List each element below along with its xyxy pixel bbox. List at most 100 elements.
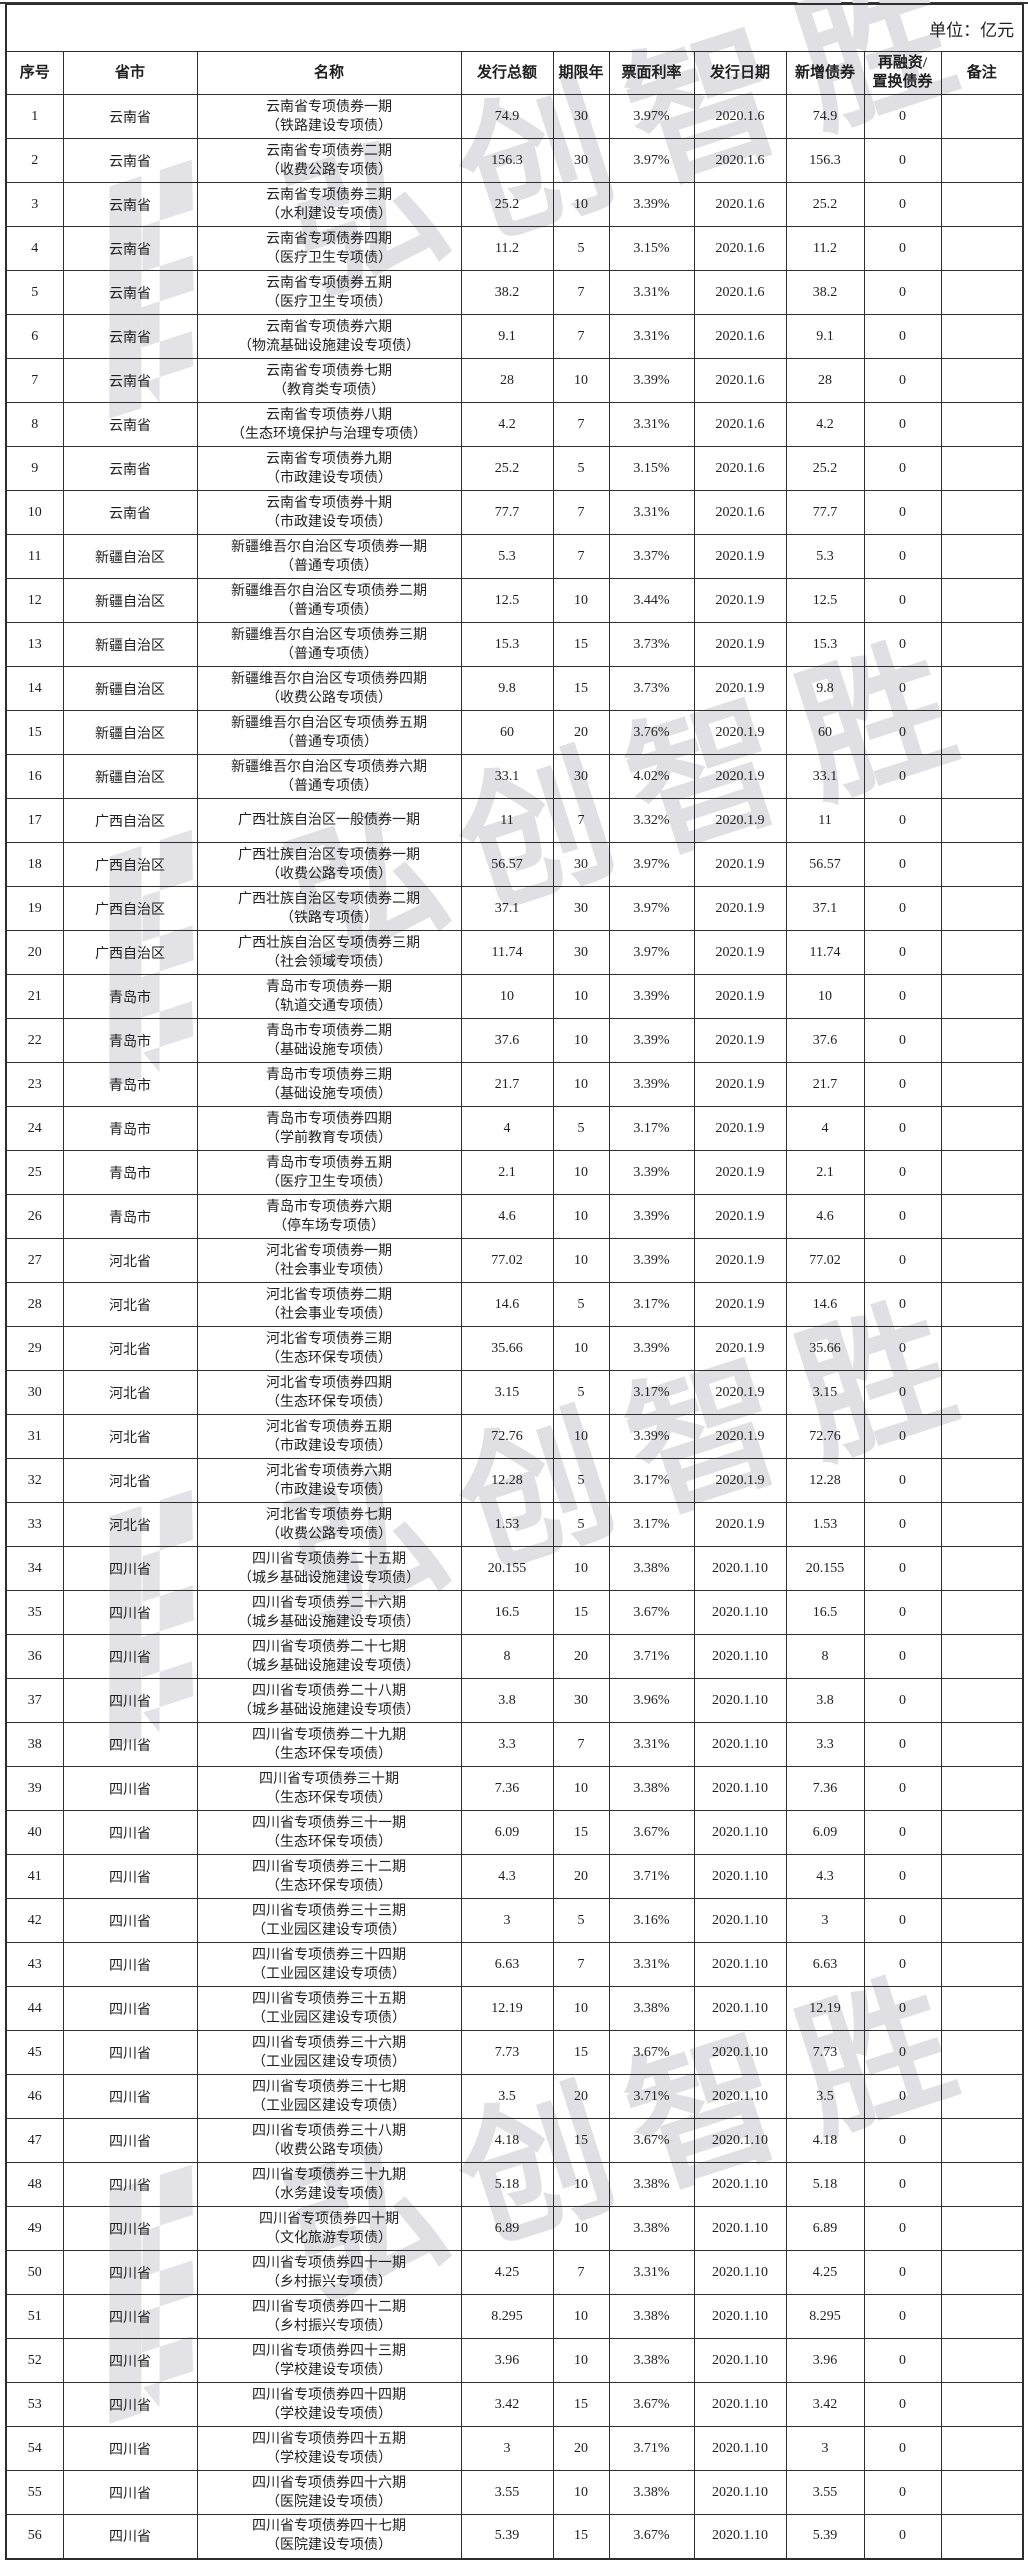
cell-coupon-rate: 3.15%: [608, 446, 695, 491]
cell-amount: 60: [460, 710, 554, 755]
cell-refinance: 0: [863, 1194, 942, 1239]
column-header-note: 备注: [940, 51, 1024, 95]
table-row: 30 河北省 河北省专项债券四期 （生态环保专项债） 3.15 5 3.17% 2020.1.…: [5, 1370, 1024, 1415]
cell-amount: 3.15: [460, 1370, 554, 1415]
cell-refinance: 0: [863, 314, 942, 359]
cell-name: 广西壮族自治区专项债券三期 （社会领域专项债）: [196, 930, 462, 975]
cell-refinance: 0: [863, 1502, 942, 1547]
cell-new-bond: 56.57: [785, 842, 865, 887]
unit-row: 单位：亿元: [5, 3, 1024, 52]
bond-name-line2: （普通专项债）: [280, 734, 378, 750]
cell-new-bond: 72.76: [785, 1414, 865, 1459]
cell-refinance: 0: [863, 2030, 942, 2075]
bond-name-line2: （工业园区建设专项债）: [252, 1966, 406, 1982]
cell-coupon-rate: 3.71%: [608, 2426, 695, 2471]
cell-coupon-rate: 3.31%: [608, 1722, 695, 1767]
bond-name-line1: 四川省专项债券三十七期: [252, 2079, 406, 2095]
cell-name: 四川省专项债券二十八期 （城乡基础设施建设专项债）: [196, 1678, 462, 1723]
bond-name-line2: （城乡基础设施建设专项债）: [238, 1614, 420, 1630]
cell-note: [940, 446, 1024, 491]
cell-term-years: 10: [552, 2294, 610, 2339]
cell-refinance: 0: [863, 1414, 942, 1459]
cell-coupon-rate: 3.67%: [608, 2118, 695, 2163]
cell-no: 30: [5, 1370, 64, 1415]
cell-amount: 77.02: [460, 1238, 554, 1283]
bond-name-line2: （文化旅游专项债）: [266, 2230, 392, 2246]
bond-name-line1: 四川省专项债券三十一期: [252, 1815, 406, 1831]
cell-refinance: 0: [863, 798, 942, 843]
cell-new-bond: 77.7: [785, 490, 865, 535]
cell-term-years: 15: [552, 2118, 610, 2163]
bond-name-line1: 四川省专项债券三十四期: [252, 1947, 406, 1963]
cell-no: 12: [5, 578, 64, 623]
bond-name-line1: 青岛市专项债券一期: [266, 979, 392, 995]
table-row: 29 河北省 河北省专项债券三期 （生态环保专项债） 35.66 10 3.39% 2020.…: [5, 1326, 1024, 1371]
column-header-coupon_rate: 票面利率: [608, 51, 695, 95]
cell-term-years: 10: [552, 1326, 610, 1371]
cell-note: [940, 622, 1024, 667]
cell-note: [940, 1590, 1024, 1635]
cell-new-bond: 37.6: [785, 1018, 865, 1063]
cell-new-bond: 3.15: [785, 1370, 865, 1415]
bond-name-line2: （医疗卫生专项债）: [266, 1174, 392, 1190]
cell-term-years: 5: [552, 1898, 610, 1943]
cell-term-years: 10: [552, 182, 610, 227]
cell-refinance: 0: [863, 2118, 942, 2163]
cell-name: 云南省专项债券二期 （收费公路专项债）: [196, 138, 462, 183]
cell-province: 四川省: [62, 2514, 198, 2559]
cell-name: 青岛市专项债券二期 （基础设施专项债）: [196, 1018, 462, 1063]
cell-issue-date: 2020.1.10: [693, 1678, 787, 1723]
cell-issue-date: 2020.1.9: [693, 1062, 787, 1107]
cell-note: [940, 1722, 1024, 1767]
bond-name-line2: （学前教育专项债）: [266, 1130, 392, 1146]
cell-issue-date: 2020.1.10: [693, 1546, 787, 1591]
cell-amount: 38.2: [460, 270, 554, 315]
bond-name-line1: 云南省专项债券七期: [266, 363, 392, 379]
table-row: 17 广西自治区 广西壮族自治区一般债券一期 11 7 3.32% 2020.1.9 11 0: [5, 798, 1024, 843]
cell-coupon-rate: 3.39%: [608, 182, 695, 227]
cell-coupon-rate: 3.67%: [608, 2030, 695, 2075]
cell-coupon-rate: 3.97%: [608, 138, 695, 183]
cell-issue-date: 2020.1.10: [693, 1942, 787, 1987]
cell-new-bond: 7.73: [785, 2030, 865, 2075]
bond-name-line2: （工业园区建设专项债）: [252, 2054, 406, 2070]
table-row: 40 四川省 四川省专项债券三十一期 （生态环保专项债） 6.09 15 3.67% 2020…: [5, 1810, 1024, 1855]
cell-term-years: 10: [552, 358, 610, 403]
cell-refinance: 0: [863, 1810, 942, 1855]
cell-coupon-rate: 3.17%: [608, 1282, 695, 1327]
bond-name-line1: 四川省专项债券二十六期: [252, 1595, 406, 1611]
cell-refinance: 0: [863, 182, 942, 227]
cell-note: [940, 1282, 1024, 1327]
cell-name: 四川省专项债券四十四期 （学校建设专项债）: [196, 2382, 462, 2427]
cell-coupon-rate: 3.76%: [608, 710, 695, 755]
cell-issue-date: 2020.1.10: [693, 2206, 787, 2251]
cell-term-years: 30: [552, 1678, 610, 1723]
bond-name-line2: （收费公路专项债）: [266, 690, 392, 706]
cell-refinance: 0: [863, 622, 942, 667]
cell-new-bond: 156.3: [785, 138, 865, 183]
cell-province: 广西自治区: [62, 886, 198, 931]
cell-no: 54: [5, 2426, 64, 2471]
table-row: 49 四川省 四川省专项债券四十期 （文化旅游专项债） 6.89 10 3.38% 2020.…: [5, 2206, 1024, 2251]
cell-coupon-rate: 3.71%: [608, 1634, 695, 1679]
cell-province: 广西自治区: [62, 798, 198, 843]
cell-no: 13: [5, 622, 64, 667]
cell-refinance: 0: [863, 842, 942, 887]
cell-name: 河北省专项债券三期 （生态环保专项债）: [196, 1326, 462, 1371]
cell-name: 四川省专项债券四十期 （文化旅游专项债）: [196, 2206, 462, 2251]
cell-name: 广西壮族自治区专项债券二期 （铁路专项债）: [196, 886, 462, 931]
cell-coupon-rate: 3.38%: [608, 2206, 695, 2251]
bond-name-line1: 四川省专项债券四十六期: [252, 2475, 406, 2491]
cell-issue-date: 2020.1.9: [693, 578, 787, 623]
cell-refinance: 0: [863, 1106, 942, 1151]
cell-note: [940, 94, 1024, 139]
cell-name: 四川省专项债券四十三期 （学校建设专项债）: [196, 2338, 462, 2383]
bond-name-line1: 四川省专项债券三十八期: [252, 2123, 406, 2139]
cell-refinance: 0: [863, 2426, 942, 2471]
cell-amount: 2.1: [460, 1150, 554, 1195]
cell-refinance: 0: [863, 2074, 942, 2119]
bond-name-line1: 四川省专项债券三十五期: [252, 1991, 406, 2007]
cell-term-years: 10: [552, 1986, 610, 2031]
bond-name-line1: 新疆维吾尔自治区专项债券五期: [231, 715, 427, 731]
